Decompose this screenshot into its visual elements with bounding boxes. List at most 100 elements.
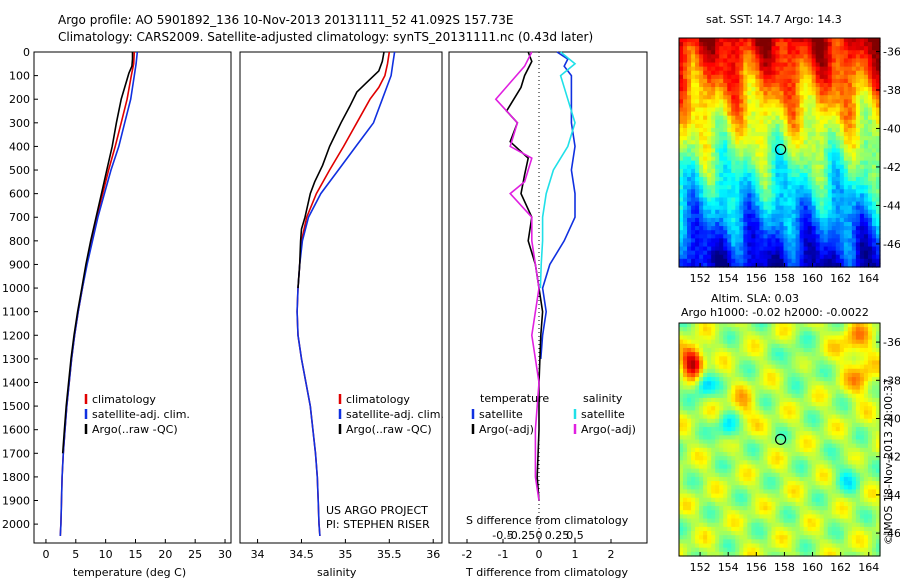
sla-cell — [699, 451, 704, 457]
sla-cell — [795, 476, 801, 482]
sst-cell — [731, 160, 736, 166]
sst-cell — [847, 70, 853, 76]
sla-cell — [767, 435, 773, 441]
sst-cell — [843, 164, 849, 170]
sst-cell — [807, 119, 813, 125]
sst-cell — [819, 42, 825, 47]
sst-cell — [839, 107, 845, 113]
sst-cell — [859, 50, 865, 55]
sla-cell — [847, 456, 853, 461]
sst-cell — [783, 127, 789, 133]
sla-cell — [835, 422, 841, 428]
sst-cell — [819, 91, 825, 96]
sst-cell — [683, 193, 688, 199]
sla-cell — [815, 439, 821, 445]
sst-cell — [707, 127, 712, 133]
sla-cell — [791, 368, 797, 374]
sst-cell — [791, 152, 797, 158]
sla-cell — [875, 427, 881, 432]
sst-cell — [707, 156, 712, 162]
sst-cell — [723, 222, 728, 227]
sst-cell — [751, 38, 756, 43]
sla-cell — [743, 481, 748, 486]
sst-cell — [851, 82, 857, 88]
sst-cell — [875, 222, 881, 227]
sst-cell — [795, 213, 801, 219]
s-difference-tick-label: -0.25 — [507, 529, 535, 542]
sst-cell — [723, 156, 728, 162]
sst-cell — [703, 254, 708, 260]
sst-cell — [695, 209, 700, 215]
sst-cell — [743, 144, 748, 150]
sla-cell — [783, 451, 789, 457]
sst-cell — [847, 74, 853, 80]
sla-cell — [871, 435, 877, 441]
sla-cell — [747, 343, 752, 349]
sst-cell — [779, 136, 785, 141]
sla-cell — [855, 360, 861, 366]
sla-cell — [743, 476, 748, 482]
sst-cell — [739, 50, 744, 55]
sst-cell — [711, 115, 716, 121]
sla-cell — [835, 410, 841, 416]
sla-cell — [723, 489, 728, 495]
sla-cell — [875, 352, 881, 357]
sst-cell — [731, 111, 736, 117]
sst-cell — [835, 254, 841, 260]
sst-cell — [799, 148, 805, 154]
sla-cell — [727, 481, 732, 486]
sst-cell — [751, 156, 756, 162]
sst-cell — [719, 181, 724, 186]
sla-cell — [839, 472, 845, 478]
sla-cell — [707, 472, 712, 478]
sst-cell — [867, 46, 873, 51]
sst-cell — [815, 172, 821, 178]
sla-cell — [787, 377, 793, 382]
sst-cell — [687, 230, 692, 235]
sst-cell — [679, 70, 684, 76]
sst-cell — [831, 197, 837, 203]
sst-cell — [679, 62, 684, 68]
sla-cell — [783, 410, 789, 416]
sst-cell — [759, 82, 765, 88]
sla-cell — [827, 431, 833, 436]
sst-cell — [683, 42, 688, 47]
sst-cell — [687, 119, 692, 125]
sst-cell — [851, 197, 857, 203]
sla-cell — [835, 397, 841, 403]
sla-cell — [839, 476, 845, 482]
sst-cell — [727, 213, 732, 219]
sla-cell — [831, 410, 837, 416]
sla-cell — [755, 489, 760, 495]
sla-cell — [803, 447, 809, 453]
sla-cell — [863, 418, 869, 424]
sla-cell — [739, 356, 744, 362]
sla-cell — [807, 422, 813, 428]
sst-cell — [827, 242, 833, 248]
sst-cell — [763, 78, 769, 84]
sst-cell — [715, 185, 720, 190]
sla-cell — [799, 331, 805, 337]
sst-cell — [735, 42, 740, 47]
sla-cell — [723, 481, 728, 486]
sla-cell — [743, 327, 748, 332]
sst-cell — [819, 107, 825, 113]
sst-cell — [863, 262, 869, 268]
sla-cell — [807, 410, 813, 416]
sst-cell — [711, 168, 716, 174]
sst-cell — [715, 234, 720, 239]
sst-cell — [743, 168, 748, 174]
sla-cell — [855, 481, 861, 486]
sst-cell — [703, 62, 708, 68]
sla-cell — [695, 427, 700, 432]
sla-cell — [779, 451, 785, 457]
sst-cell — [823, 164, 829, 170]
sst-cell — [707, 238, 712, 244]
sla-cell — [687, 472, 692, 478]
sst-cell — [803, 103, 809, 109]
sst-cell — [731, 50, 736, 55]
sla-cell — [747, 335, 752, 341]
sst-cell — [703, 70, 708, 76]
sst-cell — [799, 152, 805, 158]
sla-cell — [715, 343, 720, 349]
